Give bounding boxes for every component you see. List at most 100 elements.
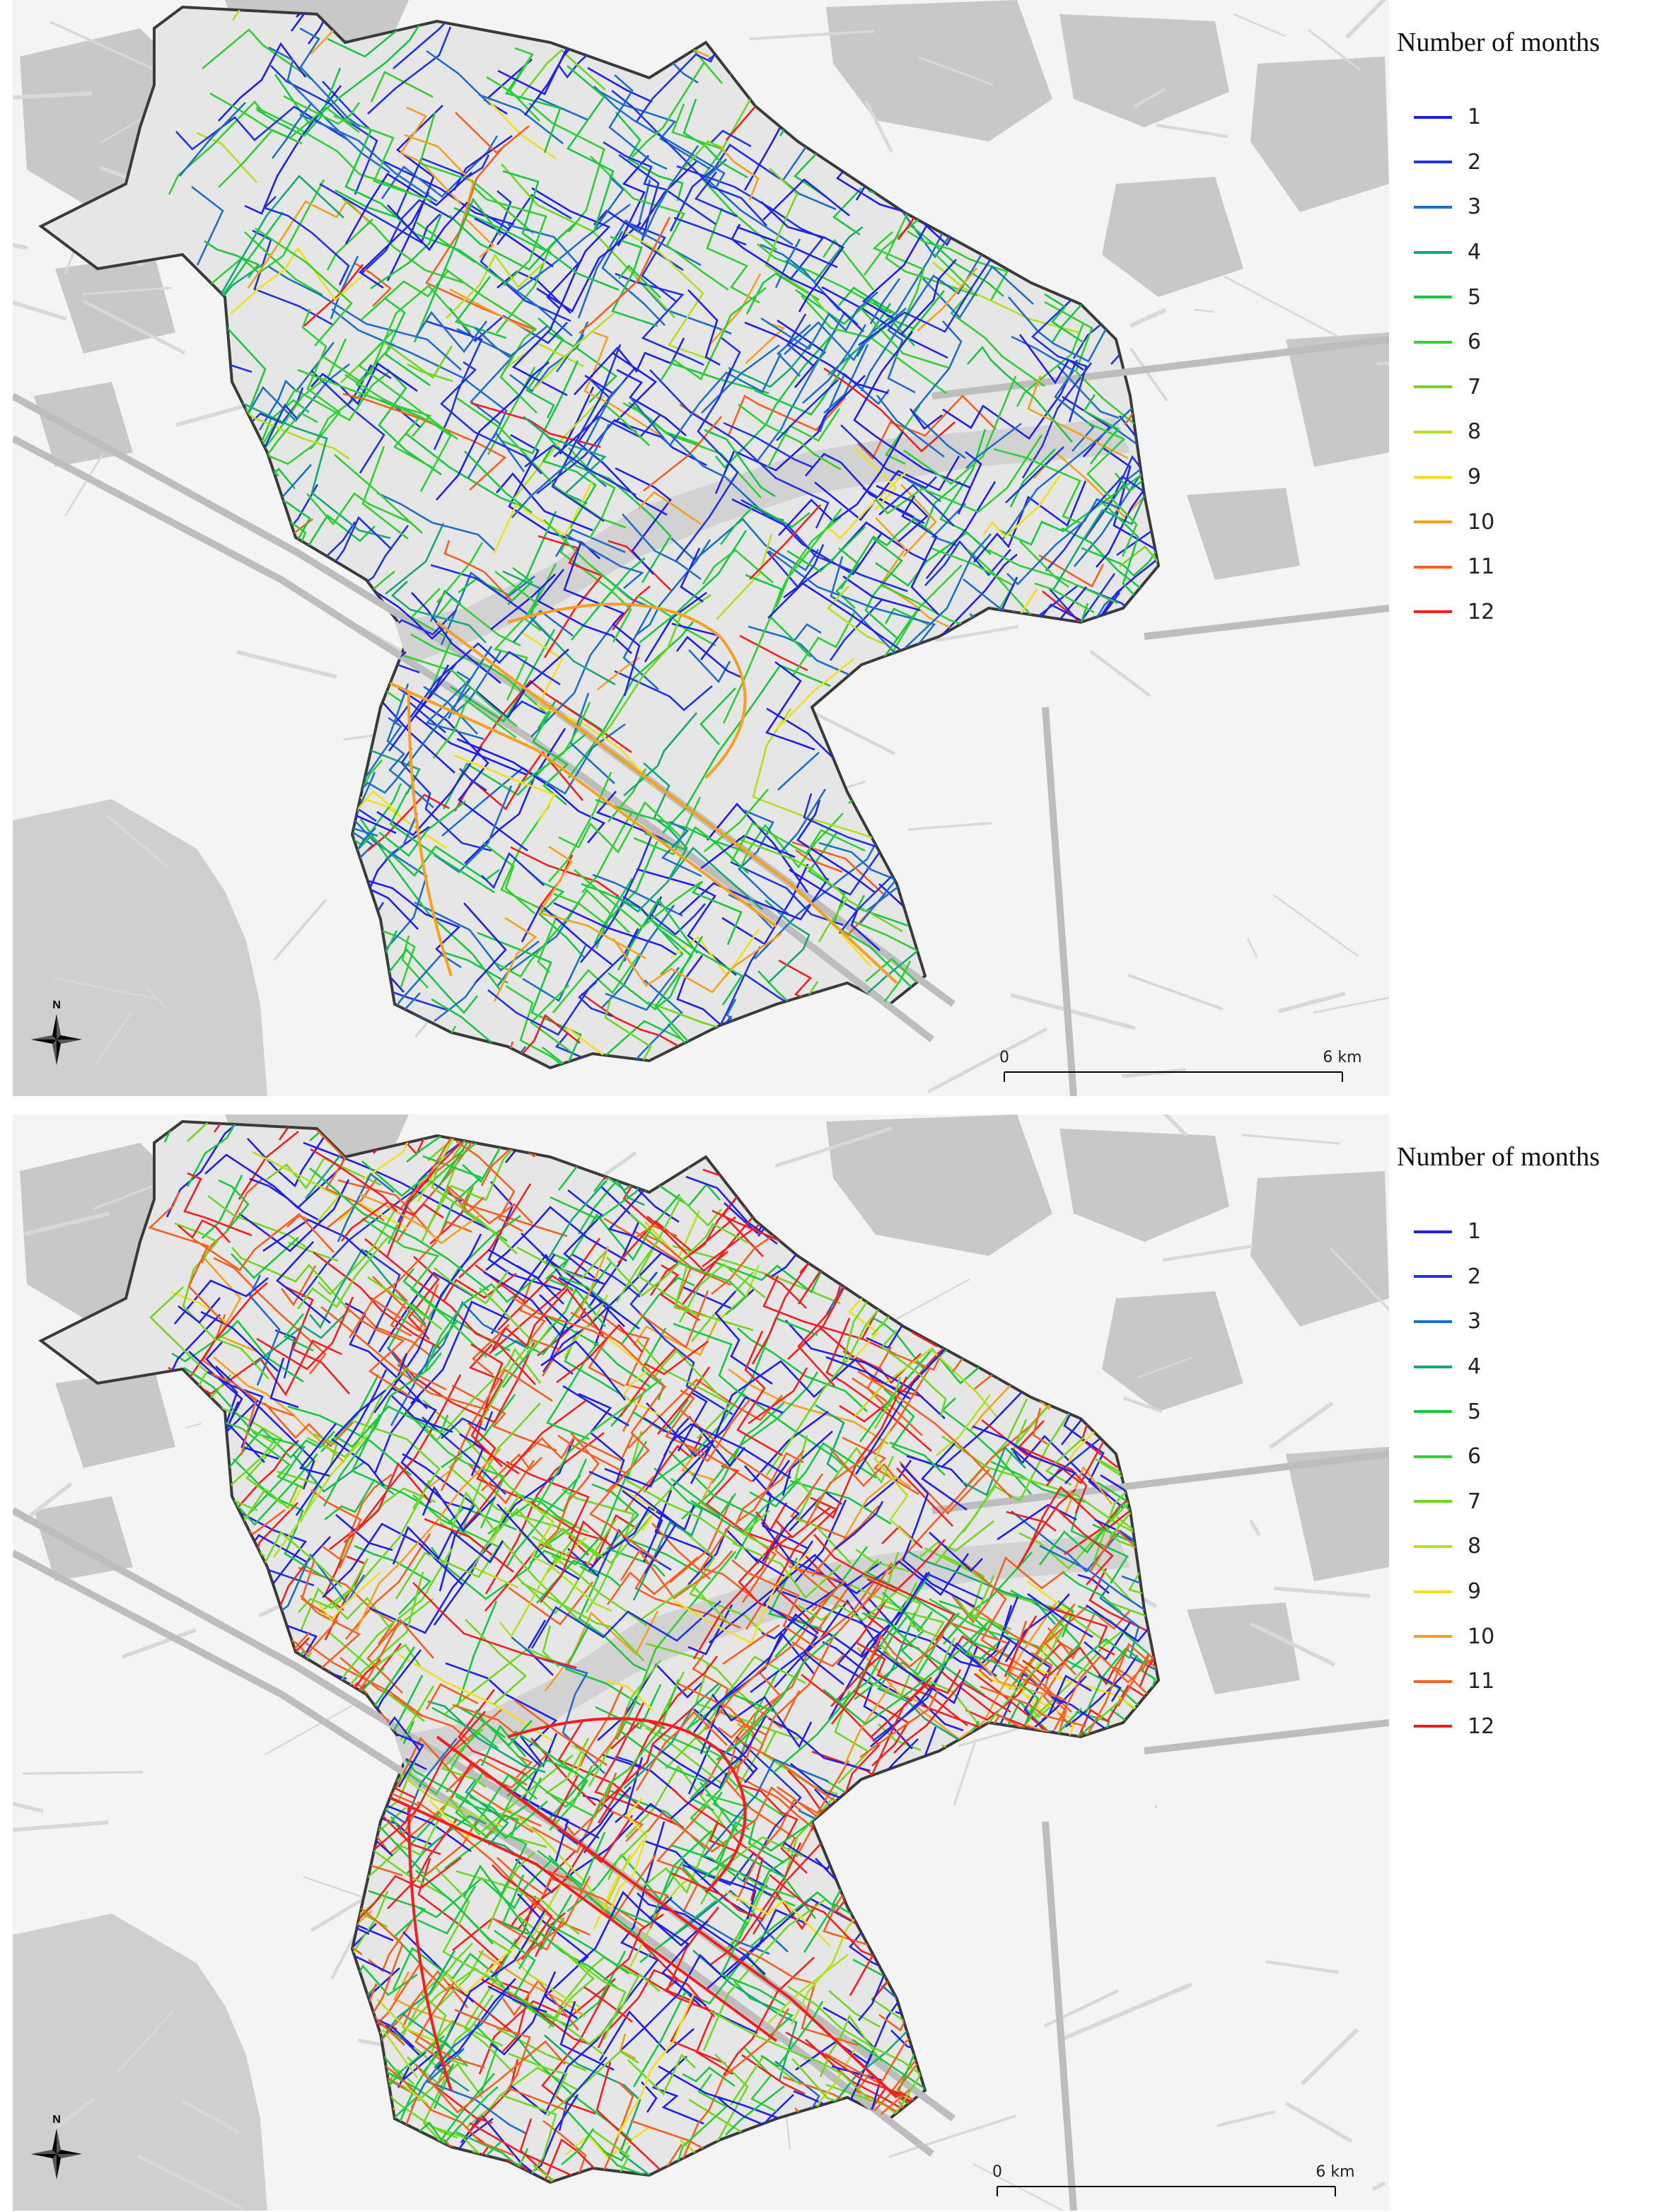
road-segment xyxy=(600,91,711,170)
road-segment xyxy=(204,240,260,279)
road-segment xyxy=(452,1850,576,1952)
background-road xyxy=(958,1727,1021,1747)
road-segment xyxy=(1064,1655,1139,1728)
legend-item: 7 xyxy=(1397,365,1659,410)
road-segment xyxy=(465,1779,509,1846)
road-segment xyxy=(559,2001,615,2071)
legend-item: 5 xyxy=(1397,1389,1659,1434)
road-segment xyxy=(417,2063,484,2102)
road-segment xyxy=(828,1990,881,2028)
road-segment xyxy=(337,834,500,881)
road-segment xyxy=(395,1539,582,1624)
road-segment xyxy=(617,897,699,971)
road-segment xyxy=(907,230,1009,301)
road-segment xyxy=(608,768,647,822)
road-segment xyxy=(625,231,714,362)
road-segment xyxy=(400,747,492,852)
road-segment xyxy=(953,1575,995,1623)
road-segment xyxy=(340,1201,444,1242)
road-segment xyxy=(637,1340,733,1439)
map-frame[interactable]: N 0 6 km xyxy=(13,0,1389,1096)
road-segment xyxy=(454,276,507,339)
road-segment xyxy=(650,1317,818,1486)
road-segment xyxy=(387,1818,458,1909)
road-segment xyxy=(487,366,536,455)
road-segment xyxy=(622,1964,733,2076)
background-road xyxy=(1307,28,1361,71)
road-segment xyxy=(490,1971,557,2056)
road-segment xyxy=(860,248,987,392)
road-segment xyxy=(499,1537,587,1638)
legend-title: Number of months xyxy=(1397,28,1601,57)
road-segment xyxy=(648,1897,707,2007)
road-segment xyxy=(711,129,752,148)
road-segment xyxy=(636,868,737,977)
legend-label: 1 xyxy=(1468,105,1482,130)
road-segment xyxy=(639,530,748,644)
road-segment xyxy=(651,2056,704,2125)
road-segment xyxy=(686,1398,752,1462)
road-segment xyxy=(424,1518,514,1573)
road-segment xyxy=(475,648,569,719)
road-segment xyxy=(674,1549,812,1644)
road-segment xyxy=(462,1142,504,1184)
road-segment xyxy=(774,1505,832,1539)
road-segment xyxy=(390,1344,435,1426)
legend-swatch xyxy=(1414,1725,1452,1728)
road-segment xyxy=(433,2063,455,2109)
road-segment xyxy=(866,1539,946,1593)
road-segment xyxy=(794,1499,847,1583)
road-segment xyxy=(843,1682,893,1766)
road-segment xyxy=(218,106,360,188)
road-segment xyxy=(1008,1620,1067,1702)
road-segment xyxy=(187,1122,275,1142)
road-segment xyxy=(517,203,631,292)
background-road xyxy=(94,1011,133,1066)
road-segment xyxy=(618,153,684,272)
road-segment xyxy=(513,610,574,643)
road-segment xyxy=(404,1758,548,1839)
background-road xyxy=(53,2097,95,2131)
road-segment xyxy=(629,1213,698,1317)
background-road xyxy=(13,300,67,321)
road-segment xyxy=(309,1167,489,1292)
map-frame[interactable]: N 0 6 km xyxy=(13,1114,1389,2211)
road-segment xyxy=(438,1122,508,1187)
road-segment xyxy=(539,1294,574,1375)
road-segment xyxy=(175,105,348,151)
legend-label: 6 xyxy=(1468,1444,1482,1469)
road-segment xyxy=(597,1969,716,2049)
background-road xyxy=(934,624,1019,643)
road-segment xyxy=(518,49,606,100)
road-segment xyxy=(757,243,892,315)
road-segment xyxy=(1086,421,1138,557)
background-road xyxy=(774,1126,893,1168)
terrain-layer xyxy=(20,0,1389,580)
road-segment xyxy=(559,532,632,643)
road-segment xyxy=(536,222,641,313)
road-segment xyxy=(673,1259,747,1315)
road-segment xyxy=(760,291,878,350)
road-segment xyxy=(556,1944,627,2040)
road-segment xyxy=(266,1157,382,1190)
road-segment xyxy=(517,1518,617,1614)
background-road xyxy=(1127,974,1224,1011)
road-segment xyxy=(472,1788,542,1827)
road-segment xyxy=(1053,1647,1158,1730)
road-segment xyxy=(249,1177,322,1223)
road-segment xyxy=(174,1277,269,1325)
road-segment xyxy=(443,951,509,984)
road-segment xyxy=(736,1452,804,1524)
road-segment xyxy=(443,1272,517,1301)
road-segment xyxy=(376,491,495,551)
arterial-road xyxy=(436,1735,898,2099)
road-segment xyxy=(509,47,540,122)
road-segment xyxy=(344,1302,428,1409)
road-segment xyxy=(866,1320,907,1349)
road-segment xyxy=(231,1247,352,1313)
road-segment xyxy=(750,1875,849,1948)
road-segment xyxy=(516,1246,607,1279)
road-segment xyxy=(449,215,575,271)
road-segment xyxy=(398,1148,465,1211)
road-segment xyxy=(587,66,653,103)
